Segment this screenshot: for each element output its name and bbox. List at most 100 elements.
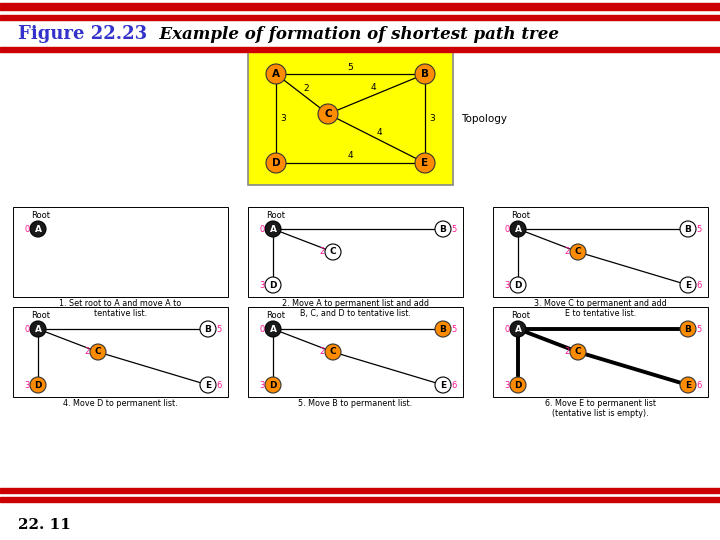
Text: 22. 11: 22. 11 bbox=[18, 518, 71, 532]
Text: Root: Root bbox=[511, 211, 530, 220]
Text: E: E bbox=[421, 158, 428, 168]
Text: Example of formation of shortest path tree: Example of formation of shortest path tr… bbox=[148, 26, 559, 43]
Text: 2: 2 bbox=[320, 247, 325, 256]
Text: B: B bbox=[440, 225, 446, 233]
Text: 3: 3 bbox=[24, 381, 30, 389]
Text: 5: 5 bbox=[696, 225, 701, 233]
Text: A: A bbox=[272, 69, 280, 79]
Text: C: C bbox=[575, 348, 581, 356]
Text: Root: Root bbox=[266, 311, 285, 320]
Circle shape bbox=[265, 221, 281, 237]
Text: C: C bbox=[324, 109, 332, 119]
Bar bbox=[248, 207, 463, 297]
Text: E: E bbox=[685, 280, 691, 289]
Text: 4: 4 bbox=[377, 128, 382, 137]
Circle shape bbox=[90, 344, 106, 360]
Circle shape bbox=[265, 377, 281, 393]
Text: A: A bbox=[269, 225, 276, 233]
Text: Topology: Topology bbox=[461, 113, 507, 124]
Bar bbox=[13, 307, 228, 397]
Text: D: D bbox=[514, 381, 522, 389]
Text: 0: 0 bbox=[505, 225, 510, 233]
Circle shape bbox=[415, 64, 435, 84]
Text: 5: 5 bbox=[451, 225, 456, 233]
Text: E: E bbox=[205, 381, 211, 389]
Text: B: B bbox=[685, 325, 691, 334]
Text: 3: 3 bbox=[504, 280, 510, 289]
Text: Root: Root bbox=[31, 311, 50, 320]
Text: Root: Root bbox=[266, 211, 285, 220]
Bar bbox=[13, 207, 228, 297]
Text: 2. Move A to permanent list and add
B, C, and D to tentative list.: 2. Move A to permanent list and add B, C… bbox=[282, 299, 429, 319]
Circle shape bbox=[325, 344, 341, 360]
Text: 1. Set root to A and move A to
tentative list.: 1. Set root to A and move A to tentative… bbox=[59, 299, 181, 319]
Circle shape bbox=[265, 321, 281, 337]
Text: D: D bbox=[514, 280, 522, 289]
Text: 3: 3 bbox=[280, 114, 286, 123]
Text: 3: 3 bbox=[429, 114, 435, 123]
Text: C: C bbox=[575, 247, 581, 256]
Text: 2: 2 bbox=[84, 348, 89, 356]
Text: D: D bbox=[269, 280, 276, 289]
Circle shape bbox=[510, 277, 526, 293]
Circle shape bbox=[680, 277, 696, 293]
Text: 2: 2 bbox=[564, 348, 570, 356]
Text: B: B bbox=[685, 225, 691, 233]
Text: 0: 0 bbox=[259, 225, 265, 233]
Circle shape bbox=[30, 221, 46, 237]
Text: 5. Move B to permanent list.: 5. Move B to permanent list. bbox=[298, 399, 413, 408]
Text: 2: 2 bbox=[303, 84, 309, 93]
Text: A: A bbox=[35, 325, 42, 334]
Text: C: C bbox=[95, 348, 102, 356]
Text: C: C bbox=[330, 247, 336, 256]
Text: D: D bbox=[35, 381, 42, 389]
Text: 5: 5 bbox=[451, 325, 456, 334]
Circle shape bbox=[680, 221, 696, 237]
Text: B: B bbox=[440, 325, 446, 334]
Text: Figure 22.23: Figure 22.23 bbox=[18, 25, 147, 43]
Circle shape bbox=[510, 321, 526, 337]
Circle shape bbox=[266, 64, 286, 84]
Text: 0: 0 bbox=[259, 325, 265, 334]
Text: 6: 6 bbox=[451, 381, 456, 389]
Text: 3: 3 bbox=[504, 381, 510, 389]
Text: E: E bbox=[685, 381, 691, 389]
Circle shape bbox=[510, 377, 526, 393]
Bar bbox=[0, 15, 720, 20]
Circle shape bbox=[266, 153, 286, 173]
Text: 2: 2 bbox=[564, 247, 570, 256]
Circle shape bbox=[200, 377, 216, 393]
Text: 6: 6 bbox=[216, 381, 222, 389]
Text: 2: 2 bbox=[320, 348, 325, 356]
Text: B: B bbox=[204, 325, 212, 334]
Circle shape bbox=[435, 221, 451, 237]
Bar bbox=[0, 488, 720, 493]
Bar bbox=[248, 52, 453, 185]
Text: Root: Root bbox=[31, 211, 50, 220]
Circle shape bbox=[570, 244, 586, 260]
Text: E: E bbox=[440, 381, 446, 389]
Circle shape bbox=[435, 377, 451, 393]
Bar bbox=[493, 307, 708, 397]
Bar bbox=[0, 497, 720, 502]
Text: 0: 0 bbox=[24, 325, 30, 334]
Circle shape bbox=[30, 321, 46, 337]
Circle shape bbox=[680, 377, 696, 393]
Circle shape bbox=[318, 104, 338, 124]
Text: 0: 0 bbox=[505, 325, 510, 334]
Circle shape bbox=[570, 344, 586, 360]
Text: A: A bbox=[515, 325, 521, 334]
Text: Root: Root bbox=[511, 311, 530, 320]
Circle shape bbox=[415, 153, 435, 173]
Circle shape bbox=[680, 321, 696, 337]
Text: 4. Move D to permanent list.: 4. Move D to permanent list. bbox=[63, 399, 178, 408]
Text: 5: 5 bbox=[217, 325, 222, 334]
Bar bbox=[493, 207, 708, 297]
Text: 0: 0 bbox=[24, 225, 30, 233]
Text: 6: 6 bbox=[696, 381, 702, 389]
Text: D: D bbox=[271, 158, 280, 168]
Text: 3: 3 bbox=[259, 381, 265, 389]
Text: C: C bbox=[330, 348, 336, 356]
Bar bbox=[0, 47, 720, 52]
Text: 5: 5 bbox=[348, 63, 354, 71]
